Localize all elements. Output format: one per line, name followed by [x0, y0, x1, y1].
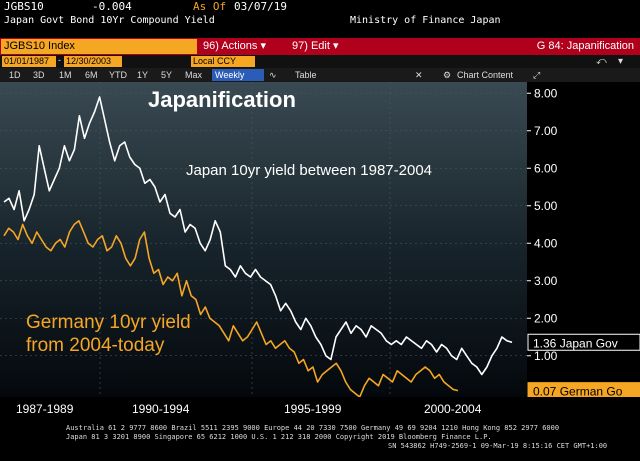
y-tick-label: 5.00 [534, 199, 558, 213]
start-date-field[interactable]: 01/01/1987 [2, 56, 56, 67]
period-1d[interactable]: 1D [9, 70, 21, 80]
as-of-date: 03/07/19 [234, 0, 287, 13]
last-value-box [527, 333, 640, 351]
x-label-1: 1987-1989 [16, 402, 74, 416]
security-description-row: Japan Govt Bond 10Yr Compound Yield Mini… [0, 14, 640, 27]
footer-session: SN 543862 H749-2569-1 09-Mar-19 8:15:16 … [388, 442, 608, 450]
period-5y[interactable]: 5Y [161, 70, 173, 80]
y-tick-label: 3.00 [534, 274, 558, 288]
period-6m[interactable]: 6M [85, 70, 98, 80]
currency-select[interactable]: Local CCY [191, 56, 255, 67]
chart-content-button[interactable]: Chart Content [457, 70, 514, 80]
date-separator: - [58, 55, 61, 65]
chart-content-icon[interactable]: ⚙ [443, 70, 452, 80]
last-value-label: 0.07 German Go [533, 385, 623, 397]
y-tick-label: 2.00 [534, 311, 558, 325]
last-value-box [527, 382, 640, 397]
plot-background [0, 82, 527, 397]
footer: Australia 61 2 9777 8600 Brazil 5511 239… [0, 424, 640, 461]
series-line-japan-gov [3, 96, 513, 376]
yield-chart: 8.00 7.00 6.00 5.00 4.00 3.00 2.00 1.00 1.36 Ja… [0, 82, 640, 397]
expand-icon[interactable]: ⤢ [533, 70, 541, 80]
table-button[interactable]: Table [295, 70, 317, 80]
date-range-bar [0, 55, 640, 68]
chevron-down-icon[interactable]: ▾ [618, 56, 624, 67]
series-lines [3, 96, 513, 397]
settings-icon[interactable]: ✕ [415, 70, 423, 80]
end-date-field[interactable]: 12/30/2003 [64, 56, 122, 67]
security-description: Japan Govt Bond 10Yr Compound Yield [4, 15, 215, 26]
series-line-german-go [3, 220, 459, 397]
period-1y[interactable]: 1Y [137, 70, 149, 80]
data-source: Ministry of Finance Japan [350, 15, 501, 26]
ticker: JGBS10 [4, 0, 44, 13]
period-toolbar [0, 68, 640, 82]
x-label-3: 1995-1999 [284, 402, 342, 416]
x-label-2: 1990-1994 [132, 402, 190, 416]
x-label-4: 2000-2004 [424, 402, 482, 416]
last-value-labels: 1.36 Japan Gov 0.07 German Go [527, 333, 640, 397]
security-index-field[interactable]: JGBS10 Index [1, 39, 197, 54]
frequency-select[interactable]: Weekly [212, 69, 264, 81]
page-title: G 84: Japanification [536, 40, 634, 52]
y-tick-label: 7.00 [534, 124, 558, 138]
y-tick-label: 4.00 [534, 236, 558, 250]
y-tick-label: 1.00 [534, 349, 558, 363]
security-header: JGBS10 -0.004 As Of 03/07/19 [0, 0, 640, 14]
y-tick-label: 8.00 [534, 86, 558, 100]
last-value-label: 1.36 Japan Gov [533, 336, 618, 350]
y-axis: 8.00 7.00 6.00 5.00 4.00 3.00 2.00 1.00 [527, 86, 558, 363]
actions-menu[interactable]: 96) Actions ▾ [203, 40, 266, 52]
period-max[interactable]: Max [185, 70, 203, 80]
period-3d[interactable]: 3D [33, 70, 45, 80]
y-tick-label: 6.00 [534, 161, 558, 175]
change-value: -0.004 [92, 0, 132, 13]
edit-menu[interactable]: 97) Edit ▾ [292, 40, 339, 52]
period-ytd[interactable]: YTD [109, 70, 127, 80]
footer-contacts-2: Japan 81 3 3201 8900 Singapore 65 6212 1… [66, 433, 492, 441]
footer-contacts-1: Australia 61 2 9777 8600 Brazil 5511 239… [66, 424, 560, 432]
japan-annotation: Japan 10yr yield between 1987-2004 [186, 162, 432, 179]
period-1m[interactable]: 1M [59, 70, 72, 80]
germany-annotation: Germany 10yr yield from 2004-today [26, 312, 191, 356]
line-chart-icon[interactable]: ∿ [269, 70, 277, 80]
as-of-label: As Of [193, 0, 227, 13]
chart-title: Japanification [148, 87, 296, 112]
undo-icon[interactable]: ⤺ [596, 56, 607, 67]
